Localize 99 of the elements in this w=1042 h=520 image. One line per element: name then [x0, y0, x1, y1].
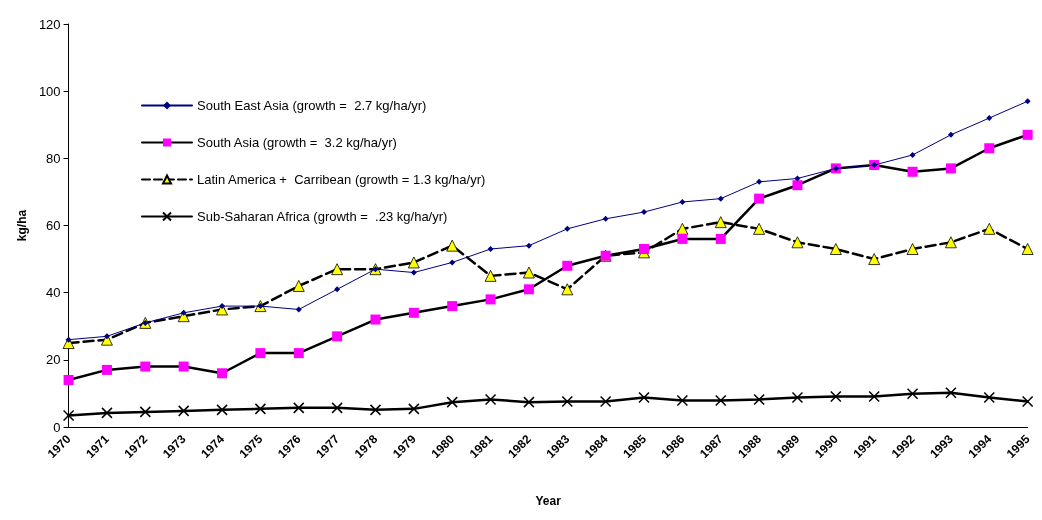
point — [484, 393, 497, 406]
point — [756, 178, 763, 185]
point — [983, 222, 996, 235]
point — [602, 215, 609, 222]
point — [791, 391, 804, 404]
point — [139, 406, 152, 418]
y-tick-label: 0 — [53, 419, 61, 435]
point — [906, 388, 919, 400]
point — [676, 394, 689, 407]
legend-label: Sub-Saharan Africa (growth = .23 kg/ha/yr) — [197, 209, 448, 224]
point — [370, 314, 381, 325]
point — [101, 407, 113, 419]
point — [449, 259, 456, 266]
point — [219, 303, 226, 310]
point — [254, 403, 267, 415]
point — [983, 391, 996, 404]
point — [945, 386, 957, 399]
point — [180, 309, 187, 316]
y-tick-label: 60 — [46, 218, 61, 233]
point — [829, 243, 842, 255]
point — [331, 263, 344, 276]
point — [216, 404, 228, 416]
point — [1024, 98, 1031, 105]
point — [907, 166, 918, 177]
point — [217, 368, 228, 379]
point — [986, 115, 993, 122]
point — [446, 396, 458, 408]
point — [293, 402, 305, 414]
point — [945, 163, 956, 174]
point — [717, 195, 724, 202]
point — [331, 402, 343, 414]
point — [564, 225, 571, 232]
point — [332, 331, 343, 342]
point — [561, 395, 574, 408]
point — [63, 374, 74, 385]
point — [947, 131, 954, 138]
point — [62, 409, 75, 422]
y-tick-label: 120 — [38, 16, 61, 32]
point — [677, 233, 688, 244]
point — [791, 236, 804, 249]
legend-label: Latin America + Carribean (growth = 1.3 kg/ha/yr) — [197, 172, 486, 187]
point — [178, 361, 189, 372]
point — [753, 393, 765, 406]
point — [334, 286, 341, 293]
y-tick-label: 100 — [38, 83, 61, 99]
point — [410, 269, 417, 276]
point — [101, 364, 112, 375]
point — [447, 301, 458, 312]
point — [676, 222, 689, 235]
point — [523, 266, 535, 279]
point — [945, 236, 957, 249]
point — [487, 246, 494, 253]
point — [638, 391, 650, 404]
point — [984, 143, 995, 154]
point — [65, 336, 72, 343]
point — [523, 284, 534, 295]
point — [140, 361, 151, 372]
point — [753, 222, 765, 235]
point — [1022, 129, 1033, 140]
point — [754, 193, 765, 204]
point — [714, 394, 727, 407]
point — [562, 260, 573, 271]
point — [525, 242, 532, 249]
point — [909, 151, 916, 158]
point — [484, 269, 497, 282]
point — [1021, 243, 1034, 255]
legend-label: South Asia (growth = 3.2 kg/ha/yr) — [197, 135, 397, 150]
y-axis-title: kg/ha — [15, 209, 29, 242]
point — [293, 348, 304, 359]
point — [1021, 395, 1034, 408]
point — [792, 180, 803, 191]
y-tick-label: 20 — [46, 352, 61, 368]
point — [408, 403, 420, 415]
point — [641, 209, 648, 216]
y-tick-label: 80 — [46, 150, 61, 166]
x-axis-title: Year — [535, 494, 562, 508]
point — [446, 239, 459, 252]
point — [292, 280, 305, 292]
point — [408, 307, 419, 318]
point — [639, 244, 650, 255]
legend-label: South East Asia (growth = 2.7 kg/ha/yr) — [197, 98, 427, 113]
y-tick-label: 40 — [46, 285, 61, 301]
point — [561, 283, 574, 296]
point — [868, 253, 881, 265]
point — [295, 306, 302, 313]
point — [679, 198, 686, 205]
point — [599, 395, 612, 408]
point — [714, 216, 727, 229]
point — [407, 256, 420, 269]
point — [794, 175, 801, 182]
point — [523, 396, 535, 408]
point — [485, 294, 496, 305]
point — [369, 404, 382, 416]
point — [830, 390, 842, 403]
point — [868, 390, 880, 403]
point — [177, 405, 190, 417]
point — [255, 348, 266, 359]
point — [715, 233, 726, 244]
point — [906, 243, 919, 255]
